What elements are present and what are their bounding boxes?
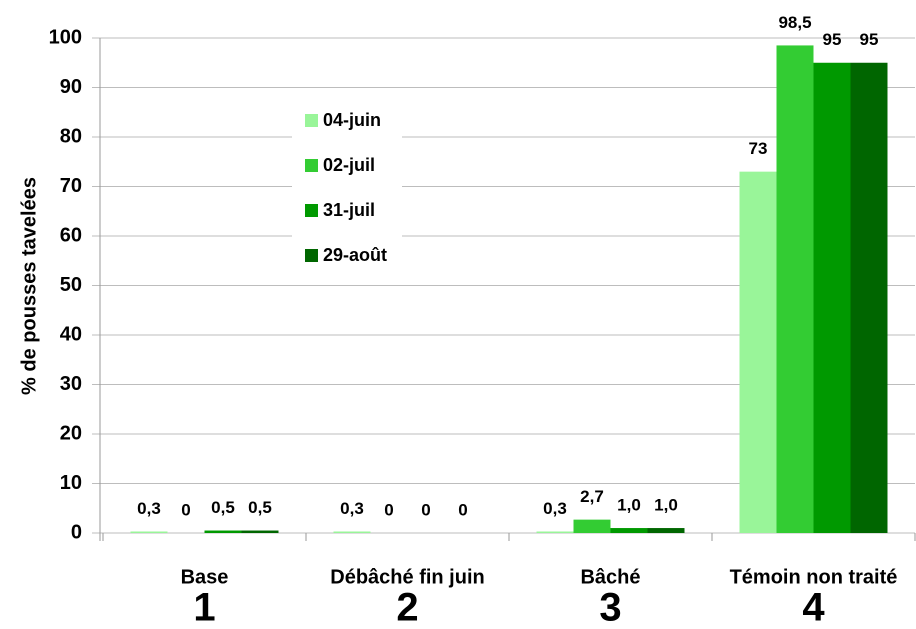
bar xyxy=(204,530,242,533)
y-tick-label: 0 xyxy=(71,521,82,543)
y-tick-label: 60 xyxy=(60,224,82,246)
bar xyxy=(610,528,648,533)
value-label: 2,7 xyxy=(580,487,604,506)
y-tick-label: 40 xyxy=(60,323,82,345)
value-label: 1,0 xyxy=(654,496,678,515)
legend-label: 29-août xyxy=(323,245,387,265)
bar xyxy=(739,171,777,533)
x-tick-label: Témoin non traité xyxy=(730,566,898,588)
x-tick-label: Base xyxy=(181,566,229,588)
bar xyxy=(647,528,685,533)
x-tick-label: Bâché xyxy=(580,566,640,588)
value-label: 0,5 xyxy=(248,498,272,517)
bar xyxy=(536,531,574,533)
category-number: 4 xyxy=(802,586,825,629)
bar xyxy=(333,531,371,533)
legend-label: 31-juil xyxy=(323,200,375,220)
legend-swatch xyxy=(305,114,318,127)
bar xyxy=(573,519,611,533)
value-label: 95 xyxy=(823,30,842,49)
y-tick-label: 90 xyxy=(60,76,82,98)
value-label: 0 xyxy=(458,500,467,519)
value-label: 0,3 xyxy=(340,499,364,518)
y-tick-label: 50 xyxy=(60,274,82,296)
y-tick-label: 30 xyxy=(60,373,82,395)
bar xyxy=(850,62,888,533)
legend-label: 04-juin xyxy=(323,110,381,130)
x-tick-label: Débâché fin juin xyxy=(330,566,484,588)
legend-box xyxy=(292,100,402,278)
legend-swatch xyxy=(305,204,318,217)
y-tick-label: 100 xyxy=(49,26,82,48)
value-label: 0 xyxy=(181,500,190,519)
value-label: 0 xyxy=(421,500,430,519)
value-label: 0,3 xyxy=(543,499,567,518)
y-tick-label: 10 xyxy=(60,472,82,494)
value-label: 95 xyxy=(860,30,879,49)
bar xyxy=(813,62,851,533)
y-tick-label: 70 xyxy=(60,175,82,197)
category-number: 3 xyxy=(599,586,621,629)
value-label: 0 xyxy=(384,500,393,519)
value-label: 0,3 xyxy=(137,499,161,518)
legend-label: 02-juil xyxy=(323,155,375,175)
y-tick-label: 20 xyxy=(60,422,82,444)
bar xyxy=(241,530,279,533)
y-tick-label: 80 xyxy=(60,125,82,147)
y-axis-label: % de pousses tavelées xyxy=(18,177,40,395)
bar xyxy=(776,45,814,534)
legend-swatch xyxy=(305,249,318,262)
category-number: 1 xyxy=(193,586,215,629)
category-number: 2 xyxy=(396,586,418,629)
legend-swatch xyxy=(305,159,318,172)
value-label: 0,5 xyxy=(211,498,235,517)
value-label: 1,0 xyxy=(617,496,641,515)
bar xyxy=(130,531,168,533)
value-label: 98,5 xyxy=(778,13,811,32)
value-label: 73 xyxy=(749,139,768,158)
